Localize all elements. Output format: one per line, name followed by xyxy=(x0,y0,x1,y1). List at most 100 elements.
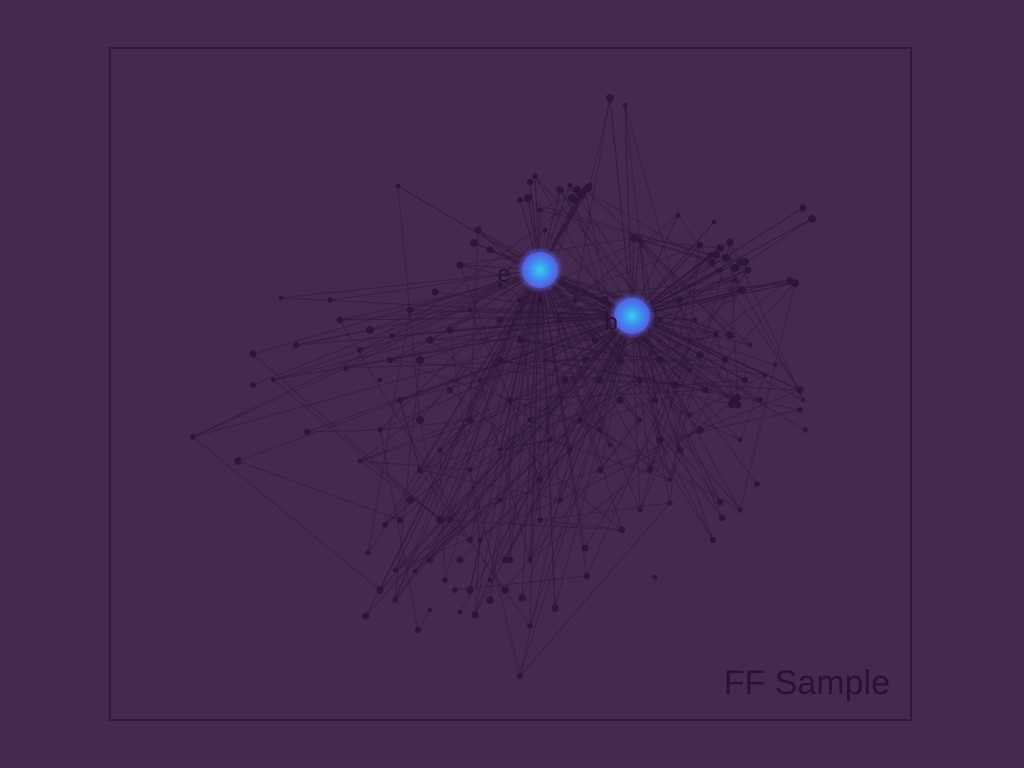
graph-edge xyxy=(589,97,611,186)
graph-node xyxy=(713,331,719,337)
graph-edge xyxy=(339,319,471,541)
graph-edge xyxy=(715,333,735,401)
graph-node xyxy=(537,207,543,213)
graph-edge xyxy=(539,269,641,511)
hub-node-b xyxy=(614,298,650,334)
graph-edge xyxy=(359,460,471,471)
graph-edge xyxy=(579,419,741,511)
graph-node xyxy=(250,382,256,388)
graph-edge xyxy=(631,315,758,485)
graph-node xyxy=(477,377,483,383)
graph-edge xyxy=(509,389,707,401)
graph-edge xyxy=(584,189,751,346)
graph-node xyxy=(442,577,448,583)
graph-node xyxy=(708,258,716,266)
edge-layer xyxy=(192,97,813,677)
graph-node xyxy=(656,436,664,444)
graph-node xyxy=(487,577,493,583)
graph-node xyxy=(754,481,760,487)
graph-edge xyxy=(252,269,541,386)
graph-node xyxy=(527,557,533,563)
graph-node xyxy=(356,346,364,354)
graph-edge xyxy=(389,299,576,361)
graph-node xyxy=(497,497,503,503)
graph-edge xyxy=(499,439,551,451)
graph-node-cluster xyxy=(578,191,586,199)
graph-edge xyxy=(439,469,601,521)
graph-edge xyxy=(504,359,621,561)
graph-edge xyxy=(539,269,701,431)
graph-node xyxy=(799,204,807,212)
graph-node xyxy=(396,516,404,524)
graph-node xyxy=(395,183,401,189)
graph-node xyxy=(517,673,523,679)
graph-edge xyxy=(379,269,541,431)
graph-node xyxy=(466,536,474,544)
graph-node xyxy=(696,241,704,249)
graph-edge xyxy=(399,399,421,471)
graph-edge xyxy=(534,175,606,301)
graph-edge xyxy=(474,379,566,616)
graph-node xyxy=(583,572,591,580)
graph-edge xyxy=(439,519,623,531)
graph-edge xyxy=(539,279,736,301)
graph-edge xyxy=(359,389,451,462)
graph-node xyxy=(796,386,804,394)
graph-node xyxy=(581,544,589,552)
graph-edge xyxy=(449,269,541,391)
graph-edge xyxy=(369,284,501,331)
graph-node xyxy=(542,357,548,363)
graph-edge xyxy=(724,282,796,361)
graph-node xyxy=(497,447,503,453)
graph-edge xyxy=(529,315,633,627)
graph-edge xyxy=(624,104,633,317)
graph-edge xyxy=(469,309,633,317)
graph-edge xyxy=(519,502,671,677)
graph-node-cluster xyxy=(731,264,739,272)
graph-edge xyxy=(509,333,717,401)
graph-edge xyxy=(489,269,541,581)
graph-edge xyxy=(329,269,541,301)
graph-edge xyxy=(654,299,681,401)
graph-node xyxy=(362,612,370,620)
graph-node xyxy=(726,331,734,339)
graph-edge xyxy=(295,309,471,346)
graph-node xyxy=(721,356,729,364)
graph-node xyxy=(471,611,479,619)
graph-node xyxy=(646,466,654,474)
graph-edge xyxy=(499,359,739,406)
graph-node xyxy=(542,227,548,233)
graph-node xyxy=(336,316,344,324)
graph-edge xyxy=(639,239,681,451)
graph-node xyxy=(556,186,564,194)
graph-edge xyxy=(419,419,441,521)
graph-edge xyxy=(272,349,361,381)
hub-node-e xyxy=(522,252,558,288)
graph-edge xyxy=(574,97,611,301)
graph-node xyxy=(532,173,538,179)
graph-node xyxy=(377,377,383,383)
graph-node xyxy=(696,426,704,434)
graph-node xyxy=(687,367,693,373)
graph-edge xyxy=(339,315,633,321)
graph-node xyxy=(518,594,526,602)
graph-edge xyxy=(631,315,671,481)
graph-node xyxy=(397,397,403,403)
hub-label-e: e xyxy=(497,261,510,288)
graph-node xyxy=(343,365,349,371)
graph-edge xyxy=(539,519,623,531)
graph-node xyxy=(656,356,664,364)
graph-node xyxy=(501,586,509,594)
graph-edge xyxy=(252,269,541,355)
graph-node xyxy=(447,517,453,523)
graph-edge xyxy=(669,359,726,481)
graph-edge xyxy=(469,469,521,677)
graph-node xyxy=(477,537,483,543)
graph-node xyxy=(497,282,503,288)
graph-node-cluster xyxy=(573,186,581,194)
graph-node xyxy=(406,496,414,504)
graph-node xyxy=(572,297,578,303)
graph-edge xyxy=(539,502,671,521)
graph-edge xyxy=(469,309,511,401)
graph-node-cluster xyxy=(733,394,741,402)
